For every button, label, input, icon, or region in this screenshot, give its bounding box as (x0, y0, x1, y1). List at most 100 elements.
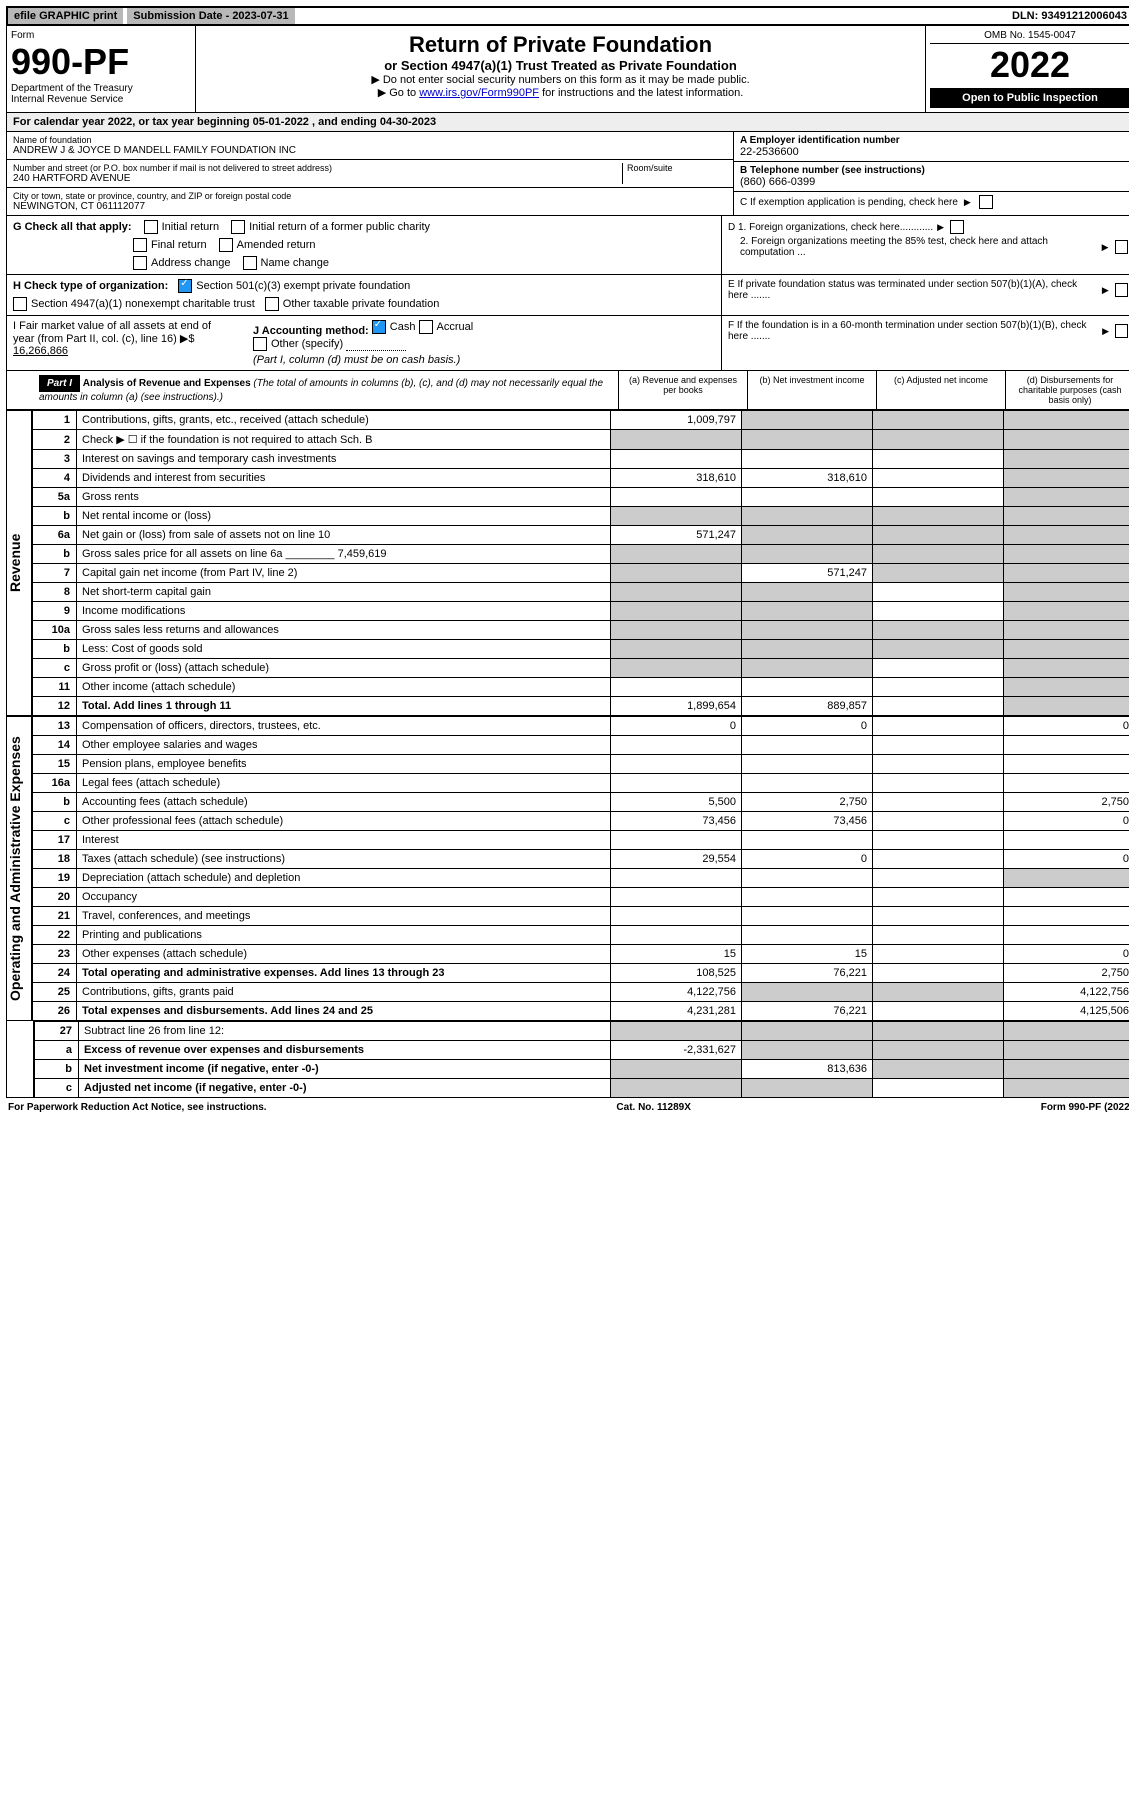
line-value-a (611, 602, 742, 621)
line-value-c (873, 774, 1004, 793)
line-value-b (742, 888, 873, 907)
line-label: Gross sales less returns and allowances (77, 621, 611, 640)
table-row: 17Interest (33, 831, 1129, 850)
tax-year-end: 04-30-2023 (380, 116, 436, 128)
line-value-d (1004, 736, 1129, 755)
line-label: Capital gain net income (from Part IV, l… (77, 564, 611, 583)
revenue-table: 1Contributions, gifts, grants, etc., rec… (32, 410, 1129, 716)
line-value-a (611, 545, 742, 564)
line-value-d (1004, 678, 1129, 697)
h-opt-0: Section 501(c)(3) exempt private foundat… (196, 280, 410, 292)
line-value-b (742, 907, 873, 926)
line-value-b (742, 430, 873, 450)
line-value-b: 73,456 (742, 812, 873, 831)
address-label: Number and street (or P.O. box number if… (13, 163, 622, 173)
table-row: 7Capital gain net income (from Part IV, … (33, 564, 1129, 583)
instr2-post: for instructions and the latest informat… (539, 87, 743, 99)
line-value-a (611, 907, 742, 926)
part1-title: Analysis of Revenue and Expenses (83, 378, 251, 389)
line-label: Gross sales price for all assets on line… (77, 545, 611, 564)
line-number: 24 (33, 964, 77, 983)
j-cash-checkbox[interactable] (372, 320, 386, 334)
g-name-change-checkbox[interactable] (243, 256, 257, 270)
line-value-c (873, 583, 1004, 602)
line-value-b: 76,221 (742, 1002, 873, 1021)
line-value-c (873, 1079, 1004, 1098)
g-final-return-checkbox[interactable] (133, 238, 147, 252)
line-value-d (1004, 1022, 1129, 1041)
table-row: 1Contributions, gifts, grants, etc., rec… (33, 411, 1129, 430)
efile-label[interactable]: efile GRAPHIC print (8, 8, 123, 24)
g-initial-return-checkbox[interactable] (144, 220, 158, 234)
h-4947-checkbox[interactable] (13, 297, 27, 311)
e-checkbox[interactable] (1115, 283, 1128, 297)
line-value-d (1004, 526, 1129, 545)
table-row: 3Interest on savings and temporary cash … (33, 450, 1129, 469)
d1-checkbox[interactable] (950, 220, 964, 234)
part1-badge: Part I (39, 375, 80, 392)
d2-checkbox[interactable] (1115, 240, 1128, 254)
part1-header-row: Part I Analysis of Revenue and Expenses … (6, 371, 1129, 410)
room-label: Room/suite (627, 163, 727, 173)
line-value-c (873, 602, 1004, 621)
j-accrual-checkbox[interactable] (419, 320, 433, 334)
calyear-pre: For calendar year 2022, or tax year begi… (13, 116, 253, 128)
line-value-d: 0 (1004, 850, 1129, 869)
g-opt-2: Final return (151, 239, 207, 251)
table-row: 13Compensation of officers, directors, t… (33, 717, 1129, 736)
line-label: Pension plans, employee benefits (77, 755, 611, 774)
line-value-a (611, 831, 742, 850)
line-value-c (873, 1002, 1004, 1021)
line-value-d (1004, 907, 1129, 926)
line-value-b (742, 755, 873, 774)
h-other-taxable-checkbox[interactable] (265, 297, 279, 311)
line-label: Net short-term capital gain (77, 583, 611, 602)
line-number: 22 (33, 926, 77, 945)
g-opt-3: Amended return (237, 239, 316, 251)
line-value-c (873, 755, 1004, 774)
line-value-a (611, 450, 742, 469)
line-label: Adjusted net income (if negative, enter … (79, 1079, 611, 1098)
form-label: Form (11, 30, 191, 41)
line-label: Gross rents (77, 488, 611, 507)
line-value-d: 2,750 (1004, 964, 1129, 983)
line-value-b (742, 411, 873, 430)
line-label: Total operating and administrative expen… (77, 964, 611, 983)
line-label: Check ▶ ☐ if the foundation is not requi… (77, 430, 611, 450)
g-initial-former-checkbox[interactable] (231, 220, 245, 234)
h-501c3-checkbox[interactable] (178, 279, 192, 293)
line-value-c (873, 507, 1004, 526)
line-value-b: 889,857 (742, 697, 873, 716)
table-row: 18Taxes (attach schedule) (see instructi… (33, 850, 1129, 869)
summary-section: 27Subtract line 26 from line 12:aExcess … (6, 1021, 1129, 1098)
table-row: 2Check ▶ ☐ if the foundation is not requ… (33, 430, 1129, 450)
line-number: c (33, 812, 77, 831)
j-opt-0: Cash (390, 321, 416, 333)
dept-label: Department of the Treasury (11, 83, 191, 94)
line-value-b (742, 450, 873, 469)
g-address-change-checkbox[interactable] (133, 256, 147, 270)
form990pf-link[interactable]: www.irs.gov/Form990PF (419, 87, 539, 99)
f-checkbox[interactable] (1115, 324, 1128, 338)
line-value-a (611, 430, 742, 450)
address: 240 HARTFORD AVENUE (13, 173, 622, 184)
table-row: bAccounting fees (attach schedule)5,5002… (33, 793, 1129, 812)
j-other-checkbox[interactable] (253, 337, 267, 351)
footer-center: Cat. No. 11289X (616, 1102, 690, 1113)
line-value-a (611, 640, 742, 659)
table-row: 25Contributions, gifts, grants paid4,122… (33, 983, 1129, 1002)
header-right: OMB No. 1545-0047 2022 Open to Public In… (926, 26, 1129, 112)
c-checkbox[interactable] (979, 195, 993, 209)
line-value-d (1004, 583, 1129, 602)
footer-right: Form 990-PF (2022) (1041, 1102, 1129, 1113)
line-value-a: 15 (611, 945, 742, 964)
line-value-a: 4,122,756 (611, 983, 742, 1002)
g-amended-return-checkbox[interactable] (219, 238, 233, 252)
line-value-a: 571,247 (611, 526, 742, 545)
line-value-d (1004, 1041, 1129, 1060)
line-label: Contributions, gifts, grants paid (77, 983, 611, 1002)
line-value-c (873, 469, 1004, 488)
line-value-c (873, 545, 1004, 564)
line-number: 18 (33, 850, 77, 869)
dln: DLN: 93491212006043 (1006, 8, 1129, 24)
